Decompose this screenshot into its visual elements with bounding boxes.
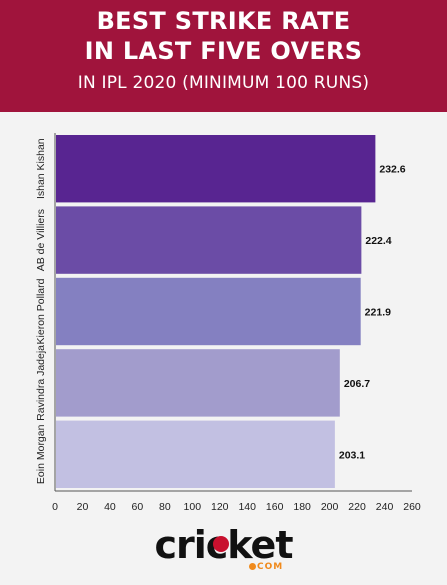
value-label-2: 222.4: [365, 235, 391, 247]
x-tick-label-180: 180: [293, 501, 311, 513]
value-label-4: 206.7: [344, 378, 370, 390]
x-tick-label-160: 160: [266, 501, 284, 513]
x-tick-label-40: 40: [104, 501, 116, 513]
value-label-3: 221.9: [365, 307, 391, 319]
brand-dot-icon: [249, 563, 256, 570]
category-label-4: Ravindra Jadeja: [35, 345, 47, 421]
value-label-5: 203.1: [339, 449, 365, 461]
x-tick-label-240: 240: [376, 501, 394, 513]
bar-2: [56, 206, 362, 274]
x-tick-label-140: 140: [238, 501, 256, 513]
category-label-2: AB de Villiers: [35, 209, 47, 271]
x-tick-label-80: 80: [159, 501, 171, 513]
brand-suffix: COM: [257, 562, 284, 572]
bar-3: [56, 277, 361, 346]
category-label-5: Eoin Morgan: [35, 424, 47, 484]
bar-4: [56, 349, 340, 417]
x-tick-label-0: 0: [52, 501, 58, 513]
chart-title-line-2: IN LAST FIVE OVERS: [84, 37, 363, 65]
bar-chart: 232.6 Ishan Kishan 222.4 AB de Villiers 221.…: [0, 112, 447, 525]
x-tick-label-200: 200: [321, 501, 339, 513]
category-label-3: Kieron Pollard: [35, 278, 47, 344]
cricket-ball-icon: [213, 536, 229, 552]
value-label-1: 232.6: [379, 164, 405, 176]
x-tick-label-120: 120: [211, 501, 229, 513]
x-tick-label-100: 100: [184, 501, 202, 513]
x-tick-label-220: 220: [348, 501, 366, 513]
brand-logo: cricket COM: [0, 525, 447, 581]
chart-header: BEST STRIKE RATE IN LAST FIVE OVERS IN I…: [0, 0, 447, 112]
x-tick-label-20: 20: [77, 501, 89, 513]
chart-subtitle: IN IPL 2020 (MINIMUM 100 RUNS): [77, 73, 370, 93]
x-tick-label-260: 260: [403, 501, 421, 513]
bar-1: [56, 135, 376, 203]
chart-title-line-1: BEST STRIKE RATE: [96, 7, 351, 35]
category-label-1: Ishan Kishan: [35, 138, 47, 199]
x-tick-label-60: 60: [132, 501, 144, 513]
bar-5: [56, 420, 335, 488]
